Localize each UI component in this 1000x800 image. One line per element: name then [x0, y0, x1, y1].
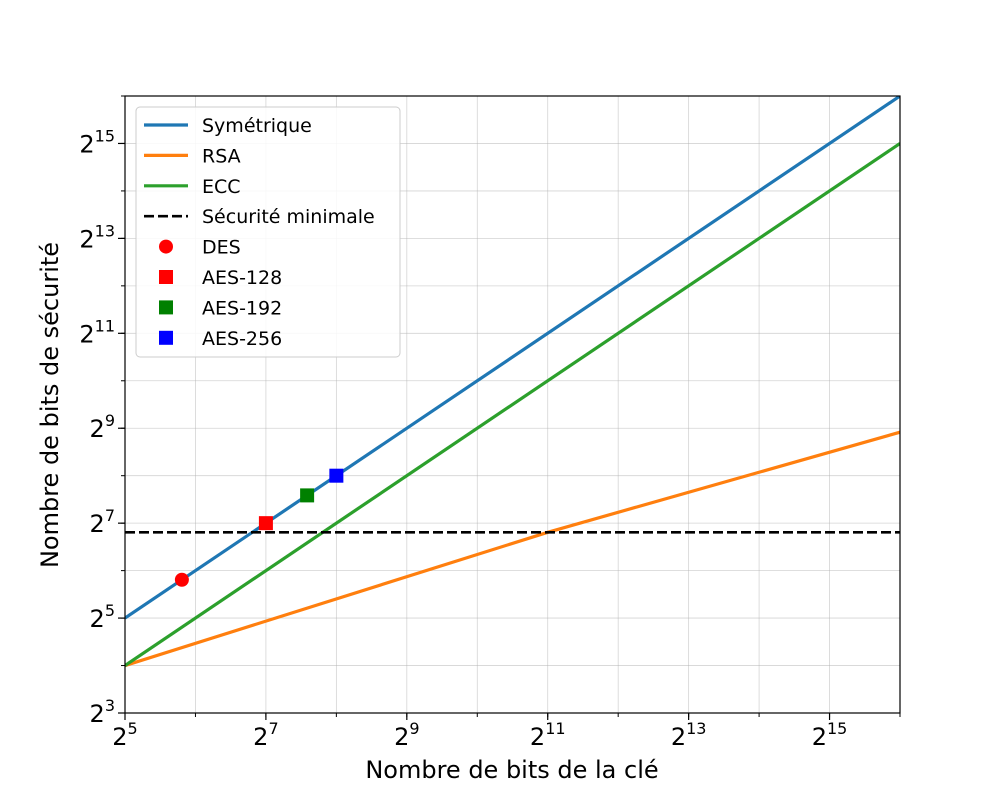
- x-tick-base: 2: [671, 723, 686, 751]
- x-tick-exponent: 5: [128, 719, 138, 738]
- x-axis-title: Nombre de bits de la clé: [365, 756, 658, 784]
- legend-label-des: DES: [202, 237, 241, 259]
- x-tick-base: 2: [812, 723, 827, 751]
- point-aes-192: [300, 488, 315, 503]
- y-tick-base: 2: [79, 225, 94, 253]
- legend-label-aes-128: AES-128: [202, 267, 282, 289]
- x-tick-label: 211: [530, 719, 566, 751]
- y-tick-label: 215: [79, 126, 115, 158]
- series-line-ecc: [125, 142, 900, 667]
- point-aes-256: [329, 468, 344, 483]
- y-tick-label: 211: [79, 316, 115, 348]
- legend-box: [135, 106, 401, 358]
- legend-label-securite-minimale: Sécurité minimale: [202, 206, 375, 228]
- y-tick-exponent: 7: [105, 506, 115, 525]
- legend-label-ecc: ECC: [202, 176, 241, 198]
- y-tick-base: 2: [79, 320, 94, 348]
- y-tick-exponent: 9: [105, 411, 115, 430]
- x-tick-base: 2: [253, 723, 268, 751]
- axis-ticks: [118, 95, 901, 720]
- y-tick-label: 213: [79, 221, 115, 253]
- point-aes-128: [258, 516, 273, 531]
- x-tick-label: 27: [253, 719, 278, 751]
- legend-label-aes-192: AES-192: [202, 297, 282, 319]
- x-tick-label: 213: [671, 719, 707, 751]
- legend-swatch-des: [159, 239, 173, 254]
- legend-label-rsa: RSA: [202, 145, 241, 167]
- y-tick-exponent: 15: [95, 126, 115, 145]
- y-tick-exponent: 5: [105, 601, 115, 620]
- y-tick-exponent: 11: [95, 316, 115, 335]
- legend-swatch-aes-192: [159, 300, 173, 315]
- y-tick-base: 2: [90, 605, 105, 633]
- series-group: [125, 96, 900, 668]
- y-tick-label: 27: [90, 506, 115, 538]
- x-tick-label: 215: [812, 719, 848, 751]
- y-tick-base: 2: [90, 415, 105, 443]
- x-tick-label: 29: [394, 719, 419, 751]
- y-tick-exponent: 3: [105, 696, 115, 715]
- legend-label-symetrique: Symétrique: [202, 115, 312, 137]
- x-tick-exponent: 11: [545, 719, 565, 738]
- legend-swatch-aes-256: [159, 330, 173, 345]
- y-tick-exponent: 13: [95, 221, 115, 240]
- x-tick-exponent: 9: [409, 719, 419, 738]
- y-axis-title: Nombre de bits de sécurité: [36, 242, 64, 568]
- y-tick-label: 29: [90, 411, 115, 443]
- y-tick-base: 2: [90, 700, 105, 728]
- y-tick-label: 25: [90, 601, 115, 633]
- x-tick-base: 2: [394, 723, 409, 751]
- legend-swatch-aes-128: [159, 270, 173, 284]
- x-tick-base: 2: [530, 723, 545, 751]
- legend: Symétrique RSA ECC Sécurité minimale DES AES-…: [135, 106, 401, 358]
- point-des: [174, 572, 189, 587]
- legend-label-aes-256: AES-256: [202, 328, 282, 350]
- y-tick-base: 2: [79, 130, 94, 158]
- x-tick-exponent: 15: [827, 719, 847, 738]
- plot-frame: [124, 95, 901, 714]
- x-tick-base: 2: [112, 723, 127, 751]
- x-tick-exponent: 13: [686, 719, 706, 738]
- x-tick-label: 25: [112, 719, 137, 751]
- y-tick-base: 2: [90, 510, 105, 538]
- y-tick-label: 23: [90, 696, 115, 728]
- x-tick-exponent: 7: [268, 719, 278, 738]
- series-line-rsa: [125, 430, 900, 668]
- markers-group: [174, 468, 344, 587]
